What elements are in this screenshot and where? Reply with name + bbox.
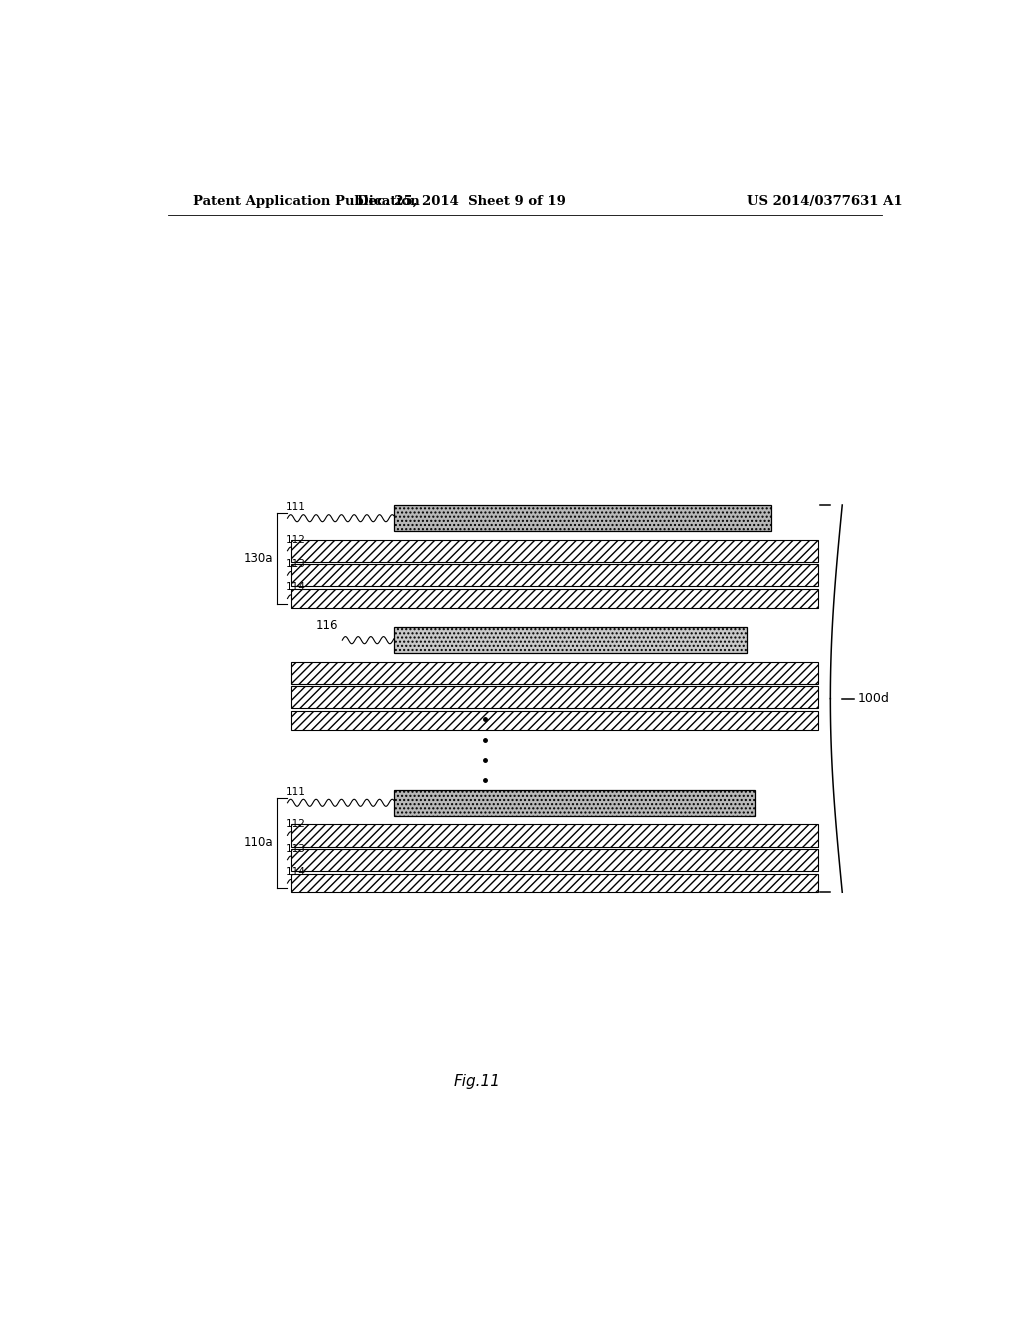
Text: Patent Application Publication: Patent Application Publication bbox=[194, 195, 420, 209]
Bar bbox=[291, 849, 818, 871]
Text: 112: 112 bbox=[286, 820, 306, 829]
Text: Dec. 25, 2014  Sheet 9 of 19: Dec. 25, 2014 Sheet 9 of 19 bbox=[357, 195, 565, 209]
Bar bbox=[291, 540, 818, 562]
Text: 113: 113 bbox=[286, 843, 306, 854]
Bar bbox=[291, 874, 818, 892]
Bar bbox=[394, 789, 755, 816]
Bar bbox=[291, 564, 818, 586]
Text: US 2014/0377631 A1: US 2014/0377631 A1 bbox=[748, 195, 902, 209]
Text: 113: 113 bbox=[286, 560, 306, 569]
Bar bbox=[291, 711, 818, 730]
Bar bbox=[291, 686, 818, 709]
Text: 111: 111 bbox=[286, 502, 306, 512]
Text: 110a: 110a bbox=[244, 837, 273, 850]
Bar bbox=[291, 661, 818, 684]
Text: 100d: 100d bbox=[858, 692, 890, 705]
Text: Fig.11: Fig.11 bbox=[454, 1073, 501, 1089]
Text: 114: 114 bbox=[286, 582, 306, 593]
Text: 130a: 130a bbox=[244, 552, 273, 565]
Text: 116: 116 bbox=[315, 619, 338, 632]
Bar bbox=[394, 506, 771, 532]
Text: 112: 112 bbox=[286, 535, 306, 545]
Text: 111: 111 bbox=[286, 787, 306, 797]
Bar bbox=[394, 627, 748, 653]
Text: 114: 114 bbox=[286, 867, 306, 876]
Bar bbox=[291, 824, 818, 846]
Bar bbox=[291, 589, 818, 607]
